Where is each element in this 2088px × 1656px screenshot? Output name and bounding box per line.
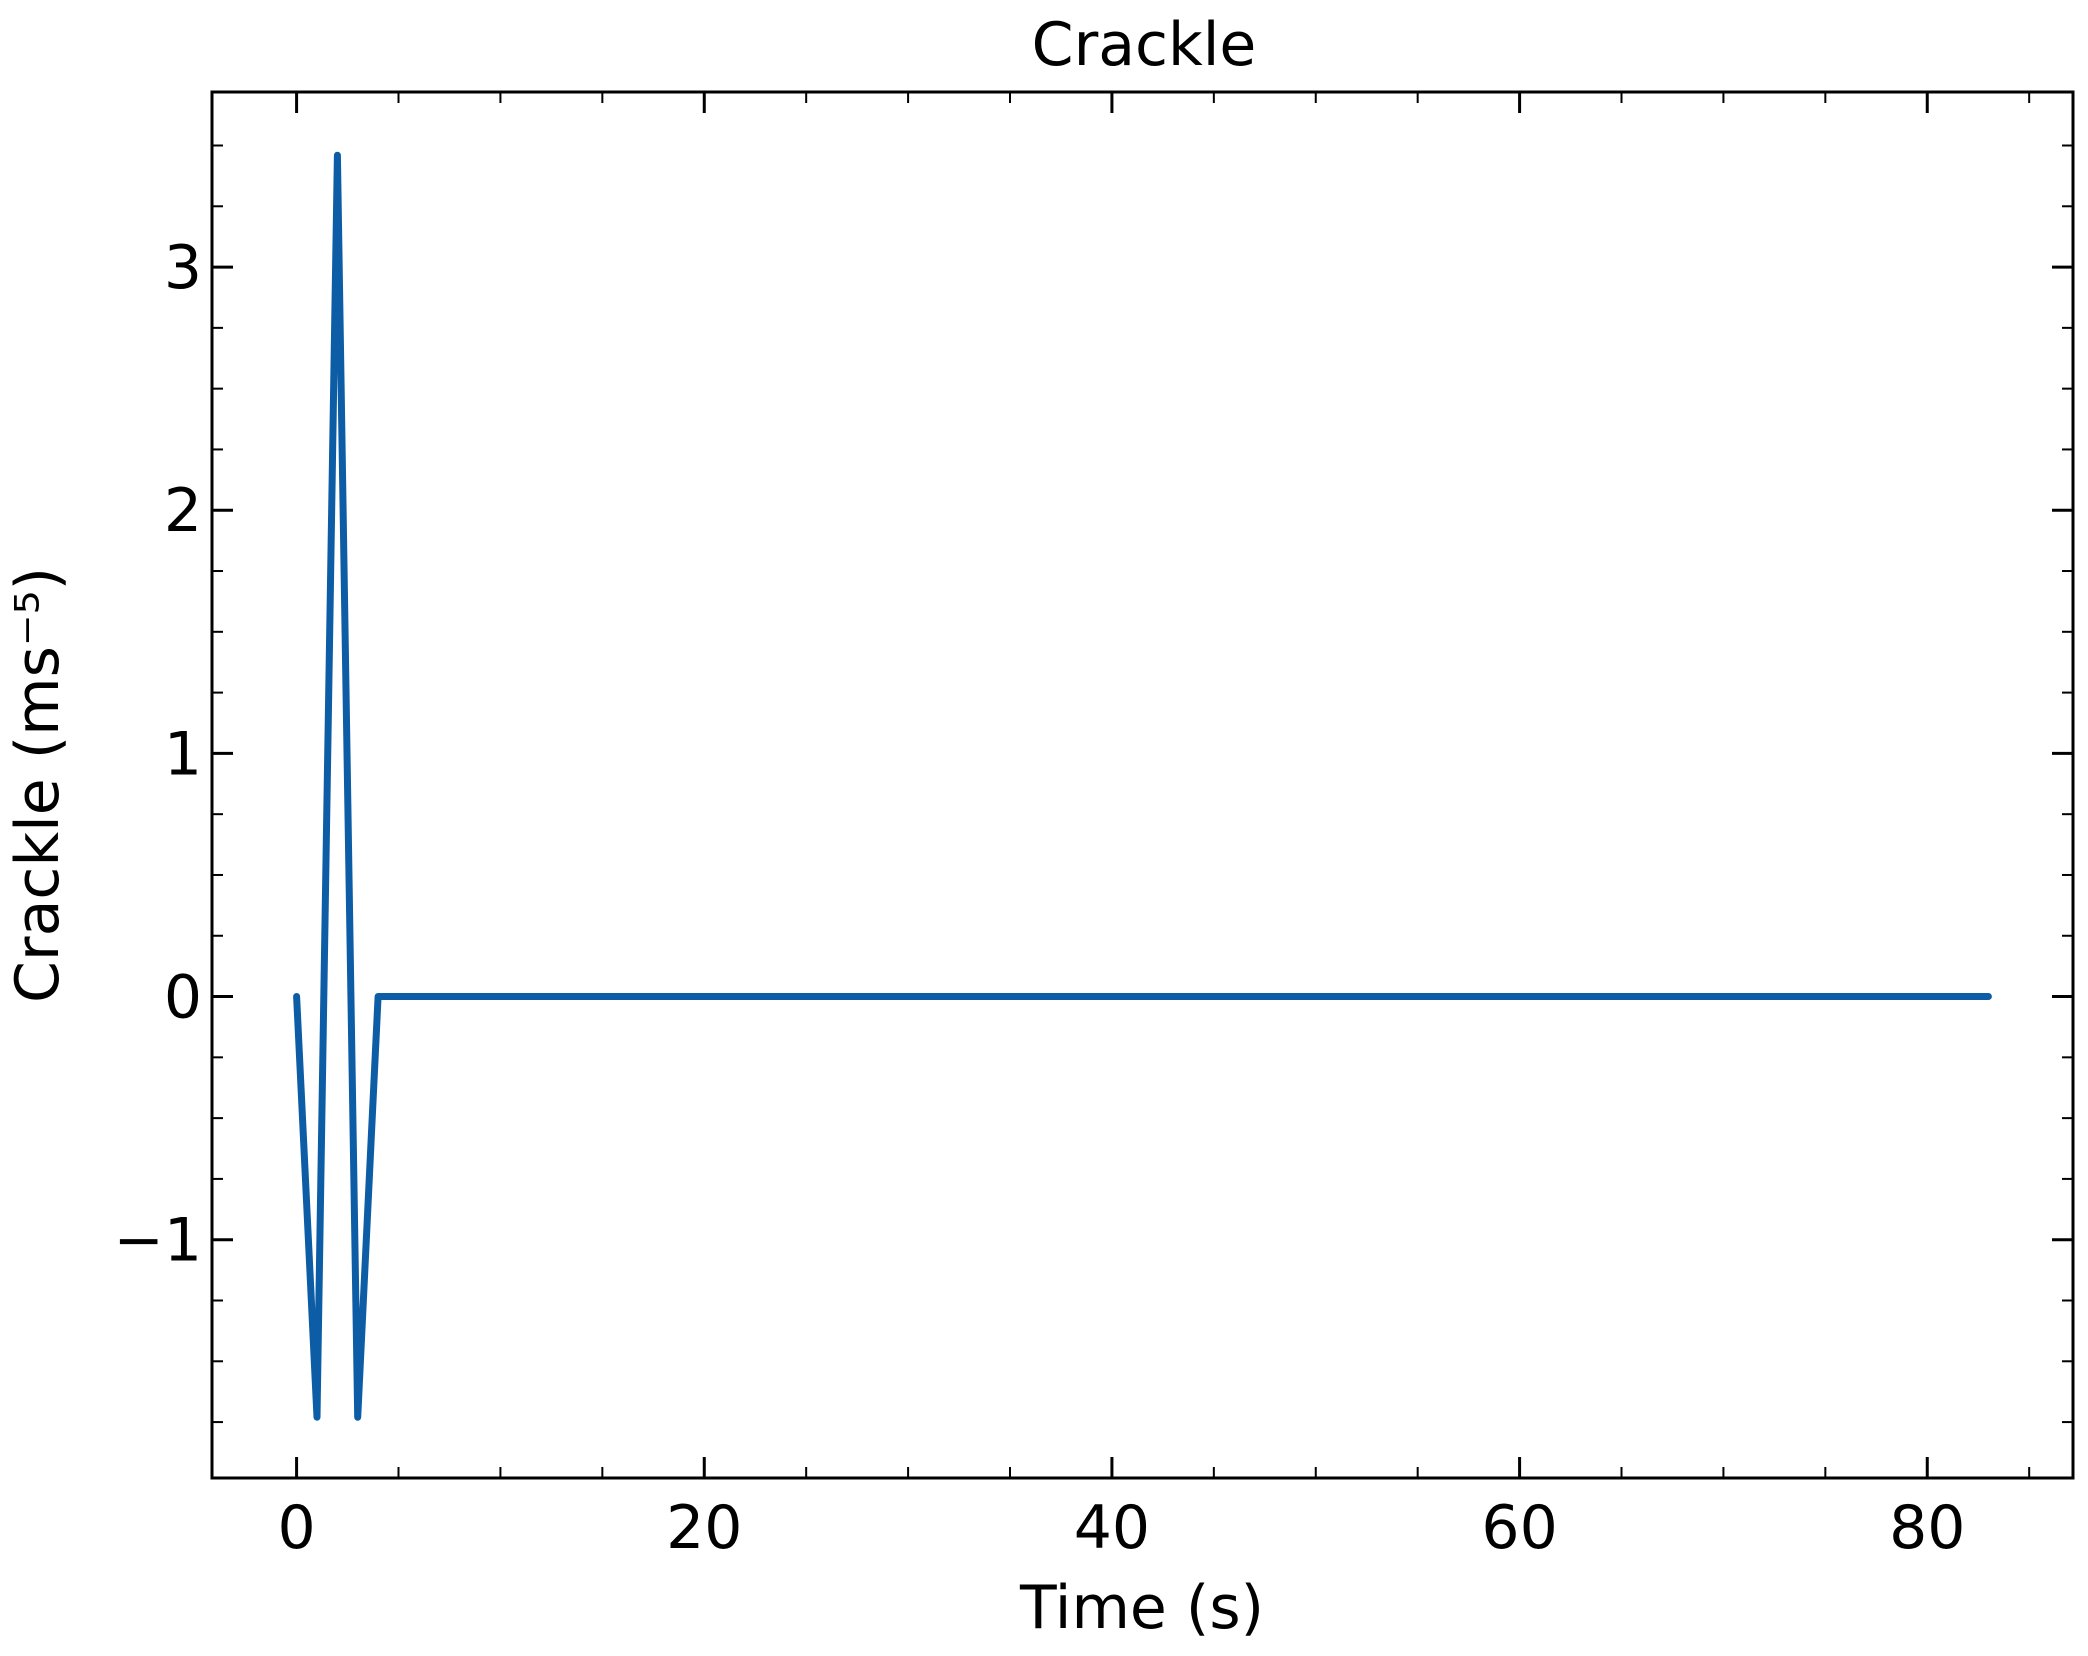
- series-group: [293, 151, 1992, 1421]
- x-tick-label: 60: [1481, 1493, 1557, 1563]
- x-tick-label: 40: [1074, 1493, 1150, 1563]
- y-tick-label: 1: [164, 719, 202, 789]
- plot-area: 0 20 40 60 80 −1 0 1 2 3: [114, 90, 2075, 1563]
- x-tick-label: 0: [277, 1493, 315, 1563]
- axis-tick-labels: 0 20 40 60 80 −1 0 1 2 3: [114, 233, 1966, 1563]
- chart-title: Crackle: [1032, 10, 1257, 80]
- y-tick-label: 3: [164, 233, 202, 303]
- y-axis-label: Crackle (ms⁻⁵): [3, 567, 73, 1003]
- series-line: [293, 151, 1992, 1421]
- y-tick-label: 0: [164, 963, 202, 1033]
- y-tick-label: 2: [164, 476, 202, 546]
- x-axis-label: Time (s): [1019, 1573, 1264, 1643]
- axis-ticks: [212, 92, 2073, 1478]
- x-tick-label: 20: [666, 1493, 742, 1563]
- axes-frame: [210, 90, 2075, 1480]
- y-tick-label: −1: [114, 1206, 202, 1276]
- x-tick-label: 80: [1889, 1493, 1965, 1563]
